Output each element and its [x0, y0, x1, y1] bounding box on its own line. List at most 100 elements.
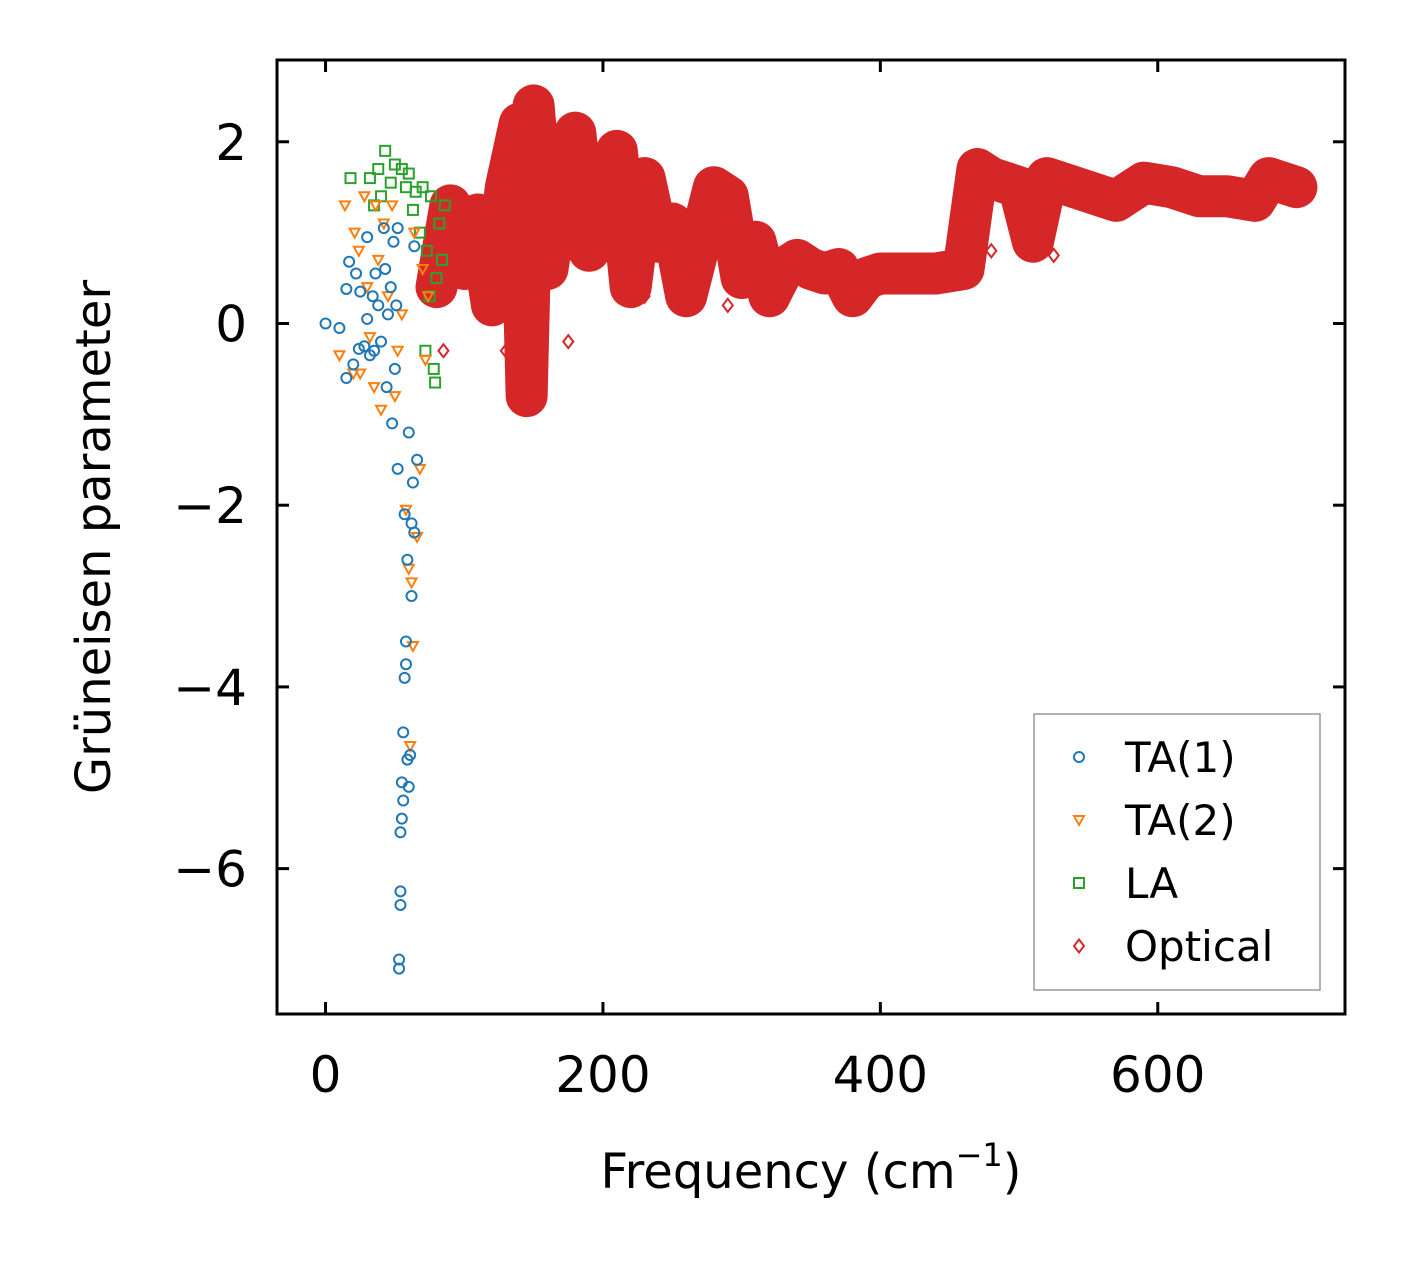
- data-point: [407, 227, 422, 240]
- data-point: [371, 254, 385, 267]
- series-ta-1-: [319, 222, 424, 975]
- data-point: [399, 658, 412, 671]
- data-point: [411, 453, 424, 466]
- data-point: [361, 312, 374, 325]
- data-point: [562, 333, 575, 350]
- y-tick-label: −6: [173, 841, 247, 899]
- data-point: [402, 780, 415, 793]
- data-point: [343, 255, 356, 268]
- data-point: [424, 190, 437, 203]
- data-point: [347, 227, 362, 240]
- data-point: [367, 382, 381, 395]
- data-point: [413, 463, 427, 476]
- data-point: [402, 167, 415, 180]
- data-point: [985, 242, 998, 259]
- y-axis-label: Grüneisen parameter: [66, 280, 122, 795]
- data-point: [408, 526, 421, 539]
- data-point: [398, 671, 411, 684]
- data-point: [338, 200, 352, 213]
- x-tick-label: 600: [1110, 1046, 1205, 1104]
- data-point: [721, 297, 735, 314]
- optical-band: [415, 84, 1318, 418]
- data-point: [379, 262, 392, 275]
- data-point: [391, 462, 404, 475]
- data-point: [357, 191, 372, 204]
- y-tick-label: 2: [215, 114, 247, 172]
- data-point: [405, 590, 418, 603]
- data-point: [368, 200, 383, 213]
- data-point: [397, 794, 410, 807]
- data-point: [427, 362, 440, 375]
- x-axis-label: Frequency (cm−1): [600, 1136, 1021, 1200]
- data-point: [394, 898, 407, 911]
- legend-label: LA: [1125, 859, 1178, 908]
- x-tick-label: 0: [310, 1046, 342, 1104]
- data-point: [421, 291, 435, 304]
- data-point: [363, 172, 376, 185]
- data-point: [397, 726, 410, 739]
- data-point: [374, 404, 388, 417]
- legend-marker: [1072, 815, 1086, 828]
- data-point: [368, 344, 381, 357]
- data-point: [406, 641, 420, 654]
- data-point: [399, 181, 412, 194]
- data-point: [401, 553, 414, 566]
- data-point: [978, 188, 991, 205]
- data-point: [360, 282, 374, 295]
- data-point: [433, 217, 446, 230]
- legend: TA(1) TA(2) LA Optical: [1033, 713, 1321, 991]
- x-tick-label: 200: [555, 1046, 650, 1104]
- data-point: [381, 291, 395, 304]
- axis-ticks: 0 200 400 600 2 0 −2 −4 −6: [173, 60, 1345, 1104]
- series-ta-2-: [332, 191, 435, 754]
- x-tick-label: 400: [833, 1046, 928, 1104]
- data-point: [404, 749, 417, 762]
- x-axis-label-sup: −1: [956, 1136, 1003, 1174]
- data-point: [354, 285, 367, 298]
- series-la: [344, 144, 451, 389]
- data-point: [527, 369, 540, 387]
- data-point: [390, 345, 405, 358]
- data-point: [638, 288, 651, 305]
- data-point: [394, 885, 407, 898]
- data-point: [403, 740, 417, 754]
- data-point: [408, 240, 421, 253]
- legend-label: Optical: [1125, 922, 1273, 971]
- data-point: [384, 281, 397, 294]
- data-point: [319, 317, 332, 330]
- data-point: [391, 222, 404, 235]
- x-axis-label-main: Frequency (cm: [600, 1144, 955, 1200]
- data-point: [387, 235, 400, 248]
- data-point: [388, 391, 402, 404]
- series-optical: [415, 84, 1318, 418]
- data-point: [416, 181, 429, 194]
- data-point: [377, 222, 390, 235]
- data-point: [420, 244, 433, 257]
- y-tick-label: −4: [173, 659, 247, 717]
- data-point: [380, 381, 393, 394]
- y-tick-label: 0: [215, 295, 247, 353]
- data-point: [404, 577, 419, 590]
- legend-label: TA(1): [1124, 733, 1236, 782]
- legend-marker: [1073, 877, 1085, 889]
- data-point: [340, 372, 353, 384]
- data-point: [395, 309, 409, 322]
- data-point: [344, 172, 357, 185]
- data-point: [398, 508, 411, 521]
- data-point: [437, 342, 450, 359]
- plot-marks: [319, 84, 1318, 975]
- data-point: [406, 203, 419, 216]
- data-point: [430, 272, 443, 285]
- data-point: [399, 635, 412, 648]
- data-point: [332, 350, 347, 363]
- data-point: [402, 426, 415, 439]
- data-point: [372, 299, 385, 312]
- data-point: [381, 308, 394, 321]
- data-point: [372, 163, 385, 176]
- y-tick-label: −2: [173, 477, 247, 535]
- data-point: [361, 231, 374, 244]
- data-point: [385, 200, 399, 213]
- data-point: [366, 290, 379, 303]
- data-point: [394, 826, 407, 839]
